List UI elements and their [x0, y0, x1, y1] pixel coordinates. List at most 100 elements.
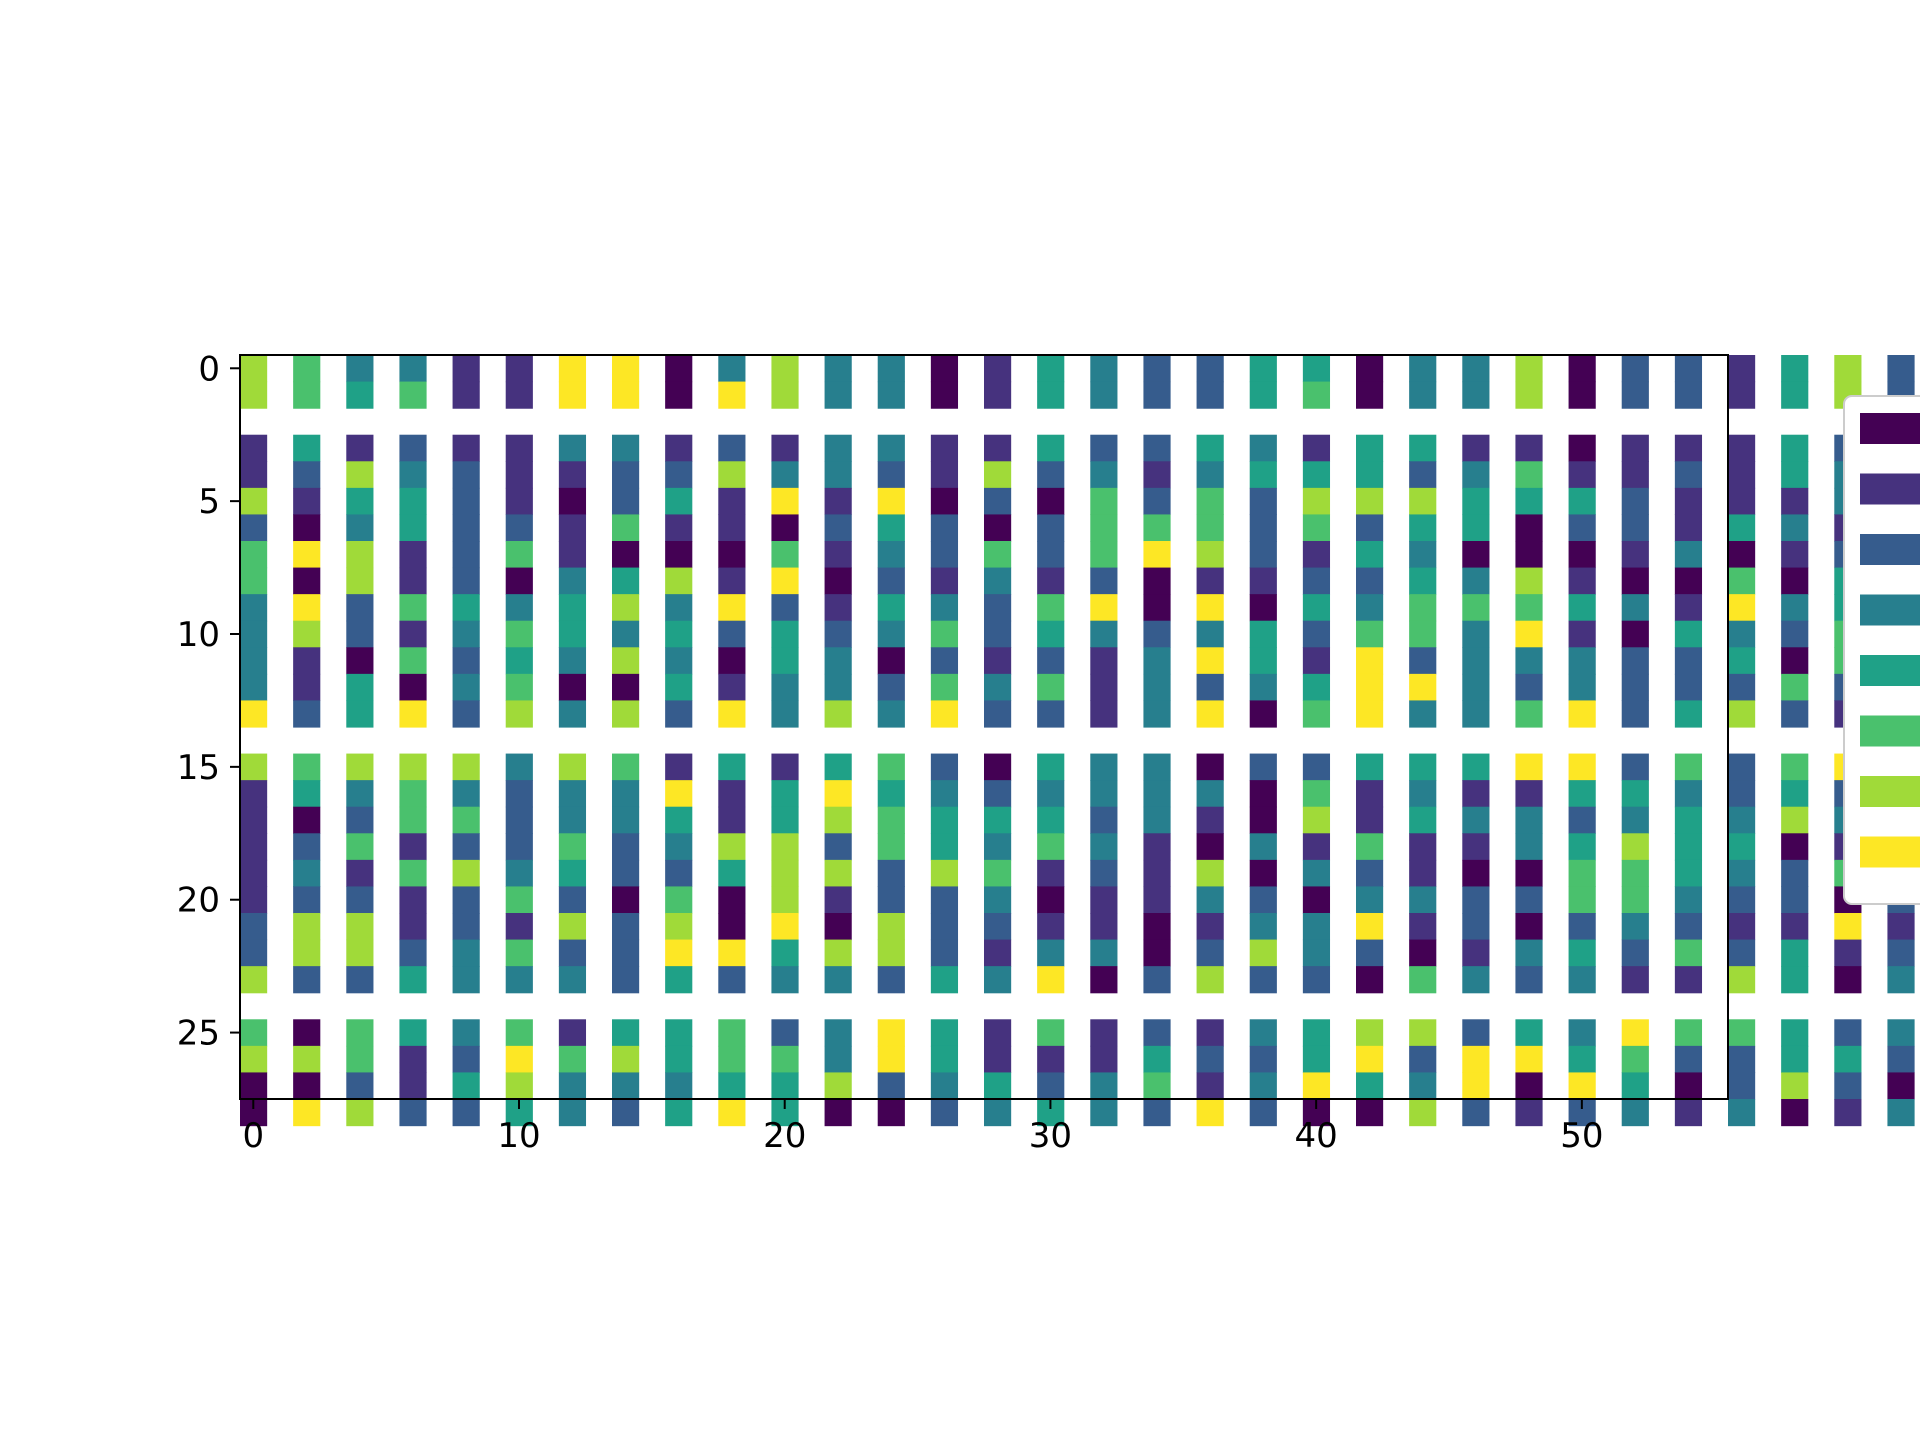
heatmap-cell: [452, 806, 480, 834]
heatmap-cell: [399, 594, 427, 622]
heatmap-cell: [505, 434, 533, 462]
heatmap-cell: [240, 567, 268, 595]
heatmap-cell: [1409, 1045, 1437, 1074]
heatmap-cell: [1728, 753, 1756, 781]
legend-swatch: [1860, 836, 1920, 868]
heatmap-cell: [665, 434, 693, 462]
heatmap-cell: [718, 647, 746, 675]
heatmap-cell: [1515, 780, 1543, 808]
heatmap-cell: [1196, 461, 1224, 489]
heatmap-cell: [1356, 461, 1384, 489]
legend-swatch: [1860, 413, 1920, 444]
heatmap-cell: [293, 966, 321, 994]
heatmap-cell: [1249, 355, 1277, 383]
heatmap-cell: [1728, 487, 1756, 516]
heatmap-cell: [1196, 673, 1224, 702]
heatmap-cell: [1356, 514, 1384, 542]
heatmap-cell: [984, 913, 1012, 941]
heatmap-cell: [1090, 673, 1118, 702]
heatmap-cell: [1090, 355, 1118, 383]
heatmap-cell: [1356, 1099, 1384, 1127]
heatmap-cell: [293, 1045, 321, 1074]
heatmap-cell: [612, 780, 640, 808]
heatmap-cell: [1196, 1045, 1224, 1074]
heatmap-cell: [1143, 1045, 1171, 1074]
heatmap-cell: [1037, 1072, 1065, 1100]
heatmap-cell: [771, 833, 799, 861]
heatmap-cell: [1728, 886, 1756, 914]
heatmap-cell: [771, 966, 799, 994]
heatmap-cell: [1462, 780, 1490, 808]
heatmap-cell: [1143, 1019, 1171, 1047]
heatmap-cell: [718, 886, 746, 914]
heatmap-cell: [1196, 594, 1224, 622]
heatmap-cell: [612, 886, 640, 914]
heatmap-cell: [1728, 700, 1756, 728]
heatmap-cell: [1409, 780, 1437, 808]
heatmap-cell: [1302, 859, 1331, 888]
heatmap-cell: [1196, 381, 1224, 409]
heatmap-cell: [558, 381, 587, 409]
heatmap-cell: [1462, 913, 1490, 941]
heatmap-cell: [558, 833, 587, 861]
heatmap-cell: [1568, 966, 1596, 994]
heatmap-cell: [399, 381, 427, 409]
heatmap-cell: [1728, 620, 1756, 648]
heatmap-cell: [877, 939, 905, 967]
heatmap-cell: [824, 966, 852, 994]
heatmap-cell: [1249, 673, 1277, 702]
heatmap-cell: [1249, 567, 1277, 595]
heatmap-cell: [346, 886, 374, 914]
heatmap-cell: [1728, 966, 1756, 994]
x-tick-label: 10: [497, 1116, 540, 1156]
heatmap-cell: [1249, 753, 1277, 781]
heatmap-cell: [877, 780, 905, 808]
heatmap-cell: [293, 939, 321, 967]
heatmap-cell: [1409, 541, 1437, 569]
heatmap-cell: [1249, 541, 1277, 569]
heatmap-cell: [1568, 913, 1596, 941]
heatmap-cell: [558, 780, 587, 808]
heatmap-cell: [718, 567, 746, 595]
heatmap-cell: [1249, 1072, 1277, 1100]
heatmap-cell: [1781, 806, 1809, 834]
heatmap-cell: [1356, 780, 1384, 808]
heatmap-cell: [877, 541, 905, 569]
heatmap-cell: [824, 939, 852, 967]
heatmap-cell: [824, 355, 852, 383]
heatmap-cell: [1515, 620, 1543, 648]
heatmap-cell: [824, 859, 852, 888]
heatmap-cell: [505, 966, 533, 994]
heatmap-cell: [930, 594, 959, 622]
heatmap-cell: [1515, 1045, 1543, 1074]
heatmap-cell: [1090, 381, 1118, 409]
heatmap-cell: [1674, 567, 1703, 595]
heatmap-cell: [1621, 886, 1649, 914]
heatmap-cell: [665, 1019, 693, 1047]
heatmap-cell: [558, 355, 587, 383]
heatmap-cell: [771, 355, 799, 383]
heatmap-cell: [612, 381, 640, 409]
heatmap-cell: [877, 806, 905, 834]
heatmap-cell: [1728, 780, 1756, 808]
x-tick-label: 40: [1295, 1116, 1338, 1156]
heatmap-cell: [558, 434, 587, 462]
heatmap-cell: [452, 514, 480, 542]
heatmap-cell: [346, 1019, 374, 1047]
heatmap-cell: [771, 673, 799, 702]
heatmap-cell: [1568, 620, 1596, 648]
heatmap-cell: [824, 567, 852, 595]
heatmap-cell: [346, 780, 374, 808]
heatmap-cell: [505, 833, 533, 861]
heatmap-cell: [399, 833, 427, 861]
heatmap-cell: [1196, 859, 1224, 888]
heatmap-cell: [1515, 434, 1543, 462]
heatmap-cell: [824, 461, 852, 489]
heatmap-cell: [240, 514, 268, 542]
heatmap-cell: [1037, 381, 1065, 409]
heatmap-cell: [1143, 647, 1171, 675]
heatmap-cell: [984, 939, 1012, 967]
heatmap-cell: [877, 514, 905, 542]
heatmap-cell: [718, 673, 746, 702]
heatmap-cell: [399, 1019, 427, 1047]
